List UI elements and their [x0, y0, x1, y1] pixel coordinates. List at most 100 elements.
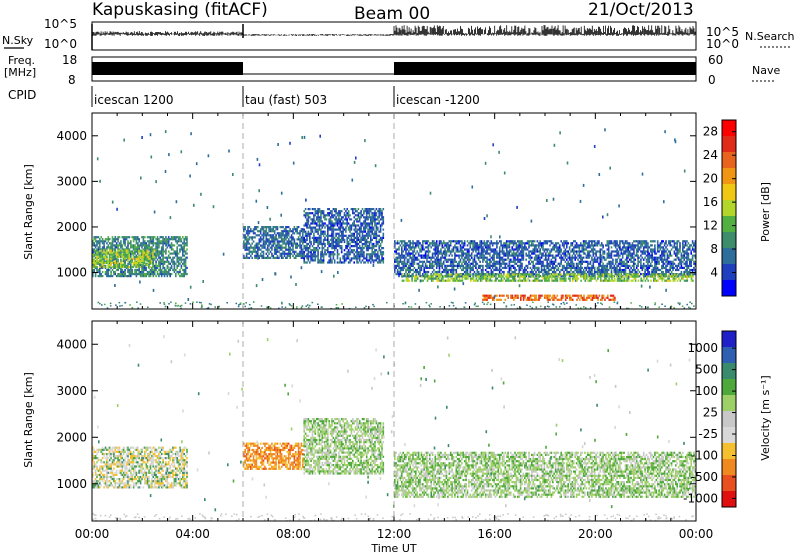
- echo-cell: [521, 250, 523, 253]
- echo-cell: [670, 240, 673, 243]
- echo-cell: [152, 236, 155, 239]
- echo-cell: [465, 256, 467, 259]
- echo-cell: [592, 254, 595, 257]
- echo-cell: [170, 260, 173, 263]
- echo-cell: [543, 254, 546, 257]
- echo-cell: [624, 262, 627, 265]
- echo-cell: [145, 268, 147, 272]
- echo-cell: [666, 254, 669, 257]
- echo-cell: [422, 248, 424, 251]
- echo-cell: [469, 268, 472, 272]
- echo-cell: [275, 248, 277, 251]
- echo-cell: [328, 226, 330, 229]
- echo-cell: [511, 246, 513, 249]
- echo-cell: [141, 242, 143, 245]
- echo-cell: [347, 228, 350, 231]
- echo-cell: [335, 208, 337, 211]
- echo-cell: [546, 258, 548, 261]
- echo-cell: [155, 256, 157, 259]
- echo-cell: [417, 252, 420, 255]
- echo-cell: [518, 252, 520, 255]
- echo-cell: [264, 246, 266, 249]
- echo-cell: [422, 262, 424, 265]
- echo-cell: [338, 214, 340, 217]
- echo-cell: [346, 247, 348, 250]
- echo-cell: [449, 242, 452, 245]
- echo-cell: [668, 256, 670, 259]
- echo-cell: [149, 240, 152, 243]
- echo-cell: [364, 242, 367, 246]
- echo-cell: [354, 208, 357, 211]
- echo-cell: [484, 244, 487, 247]
- echo-cell: [486, 244, 488, 247]
- echo-cell: [149, 265, 151, 269]
- echo-cell: [493, 264, 495, 267]
- echo-cell: [580, 260, 582, 263]
- echo-cell: [342, 238, 344, 241]
- echo-cell: [374, 214, 376, 217]
- echo-cell: [283, 236, 286, 239]
- echo-cell: [124, 270, 126, 274]
- echo-cell: [668, 240, 670, 243]
- echo-cell: [394, 260, 396, 263]
- echo-cell: [110, 253, 112, 256]
- echo-cell: [445, 242, 448, 245]
- echo-cell: [431, 256, 434, 259]
- echo-cell: [647, 260, 649, 263]
- echo-cell: [177, 262, 180, 265]
- echo-cell: [434, 270, 437, 274]
- echo-cell: [272, 236, 275, 239]
- echo-cell: [357, 224, 360, 227]
- echo-cell: [259, 244, 262, 247]
- echo-cell: [142, 238, 145, 241]
- echo-cell: [461, 273, 463, 276]
- echo-cell: [166, 256, 169, 259]
- echo-cell: [641, 240, 644, 243]
- echo-cell: [254, 228, 256, 231]
- echo-cell: [447, 242, 449, 245]
- echo-cell: [620, 258, 623, 261]
- echo-cell: [403, 242, 406, 245]
- echo-cell: [145, 257, 147, 260]
- echo-cell: [564, 240, 567, 243]
- echo-cell: [511, 248, 513, 251]
- echo-cell: [343, 240, 346, 244]
- echo-cell: [100, 253, 102, 256]
- echo-cell: [623, 244, 625, 247]
- echo-cell: [289, 242, 291, 245]
- echo-cell: [332, 226, 335, 229]
- echo-cell: [285, 228, 287, 231]
- echo-cell: [127, 264, 129, 267]
- echo-cell: [325, 238, 328, 241]
- echo-cell: [563, 258, 565, 261]
- echo-cell: [456, 254, 459, 257]
- echo-cell: [115, 260, 118, 263]
- echo-cell: [279, 234, 282, 237]
- echo-cell: [568, 258, 571, 261]
- echo-cell: [117, 253, 119, 256]
- echo-cell: [169, 268, 171, 272]
- echo-cell: [269, 240, 272, 243]
- echo-cell: [183, 246, 185, 249]
- echo-cell: [533, 250, 536, 253]
- echo-cell: [360, 240, 362, 244]
- echo-cell: [475, 244, 477, 247]
- echo-cell: [659, 242, 662, 245]
- echo-cell: [648, 264, 651, 267]
- echo-cell: [113, 238, 115, 241]
- echo-cell: [346, 238, 348, 241]
- echo-cell: [610, 240, 613, 243]
- echo-cell: [130, 268, 132, 272]
- echo-cell: [272, 254, 275, 257]
- echo-cell: [517, 260, 519, 263]
- echo-cell: [599, 252, 602, 255]
- echo-cell: [365, 214, 368, 217]
- echo-cell: [573, 264, 575, 267]
- echo-cell: [360, 226, 362, 229]
- echo-cell: [317, 230, 319, 233]
- echo-cell: [535, 262, 537, 265]
- echo-cell: [120, 268, 122, 272]
- echo-cell: [153, 236, 156, 239]
- echo-cell: [327, 224, 329, 227]
- echo-cell: [124, 275, 126, 278]
